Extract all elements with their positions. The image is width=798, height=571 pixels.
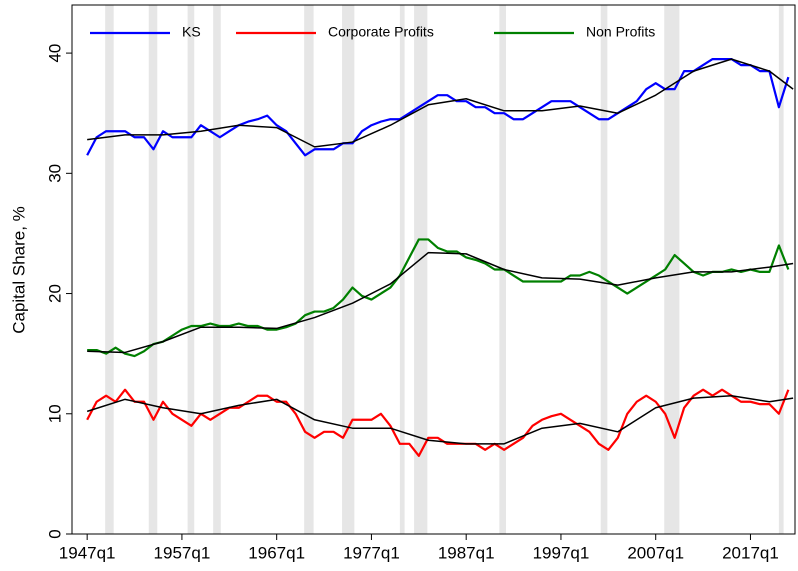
trend-line [86,394,794,445]
recession-band [105,5,114,534]
x-tick-label: 1997q1 [533,543,590,562]
series-line [86,388,790,457]
x-tick-label: 1967q1 [248,543,305,562]
y-tick-label: 40 [45,44,64,63]
x-tick-label: 1987q1 [438,543,495,562]
plot-frame [71,4,796,535]
recession-band [213,5,221,534]
y-tick-label: 10 [45,404,64,423]
recession-band [778,5,784,534]
x-tick-label: 1977q1 [343,543,400,562]
y-tick-label: 20 [45,284,64,303]
recession-band [600,5,608,534]
recession-band [342,5,355,534]
x-tick-label: 1947q1 [59,543,116,562]
x-tick-label: 2007q1 [627,543,684,562]
x-tick-label: 2017q1 [722,543,779,562]
x-tick-label: 1957q1 [154,543,211,562]
trend-line [87,251,794,354]
series-line [87,238,790,358]
legend-label: Non Profits [586,24,655,40]
recession-band [148,5,158,534]
legend-label: KS [182,24,201,40]
y-tick-label: 0 [45,529,64,538]
trend-line [87,58,794,148]
recession-band [304,5,314,534]
y-tick-label: 30 [45,164,64,183]
recession-band [187,5,195,534]
series-line [86,58,790,157]
y-axis-label: Capital Share, % [9,206,28,334]
recession-band [414,5,428,534]
recession-band [664,5,680,534]
legend-label: Corporate Profits [328,24,434,40]
